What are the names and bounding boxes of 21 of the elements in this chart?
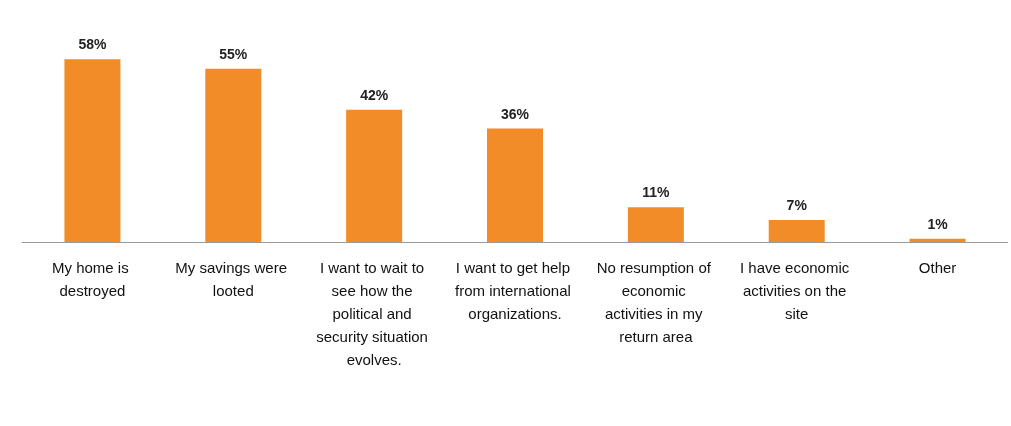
x-tick-label: My home is destroyed xyxy=(52,259,133,299)
bar xyxy=(64,59,121,242)
data-label: 11% xyxy=(642,184,671,201)
bar xyxy=(346,109,403,242)
data-label: 58% xyxy=(78,36,107,53)
data-label: 1% xyxy=(927,215,949,232)
bar xyxy=(627,207,684,242)
data-label: 36% xyxy=(500,105,530,122)
x-tick-label: I want to wait to see how the political and security situation evolves. xyxy=(316,259,433,368)
x-tick-label: My savings were looted xyxy=(175,259,292,299)
bar xyxy=(909,238,966,242)
x-tick-label: I have economic activities on the site xyxy=(740,259,854,322)
bar xyxy=(487,128,543,242)
bar xyxy=(205,68,262,242)
x-tick-label: Other xyxy=(918,259,957,276)
x-tick-label: I want to get help from international organizations. xyxy=(454,259,576,322)
data-label: 7% xyxy=(786,196,808,213)
data-label: 42% xyxy=(360,86,389,103)
x-tick-label: No resumption of economic activities in my return area xyxy=(596,259,716,345)
data-label: 55% xyxy=(219,45,248,62)
bar xyxy=(768,219,825,242)
